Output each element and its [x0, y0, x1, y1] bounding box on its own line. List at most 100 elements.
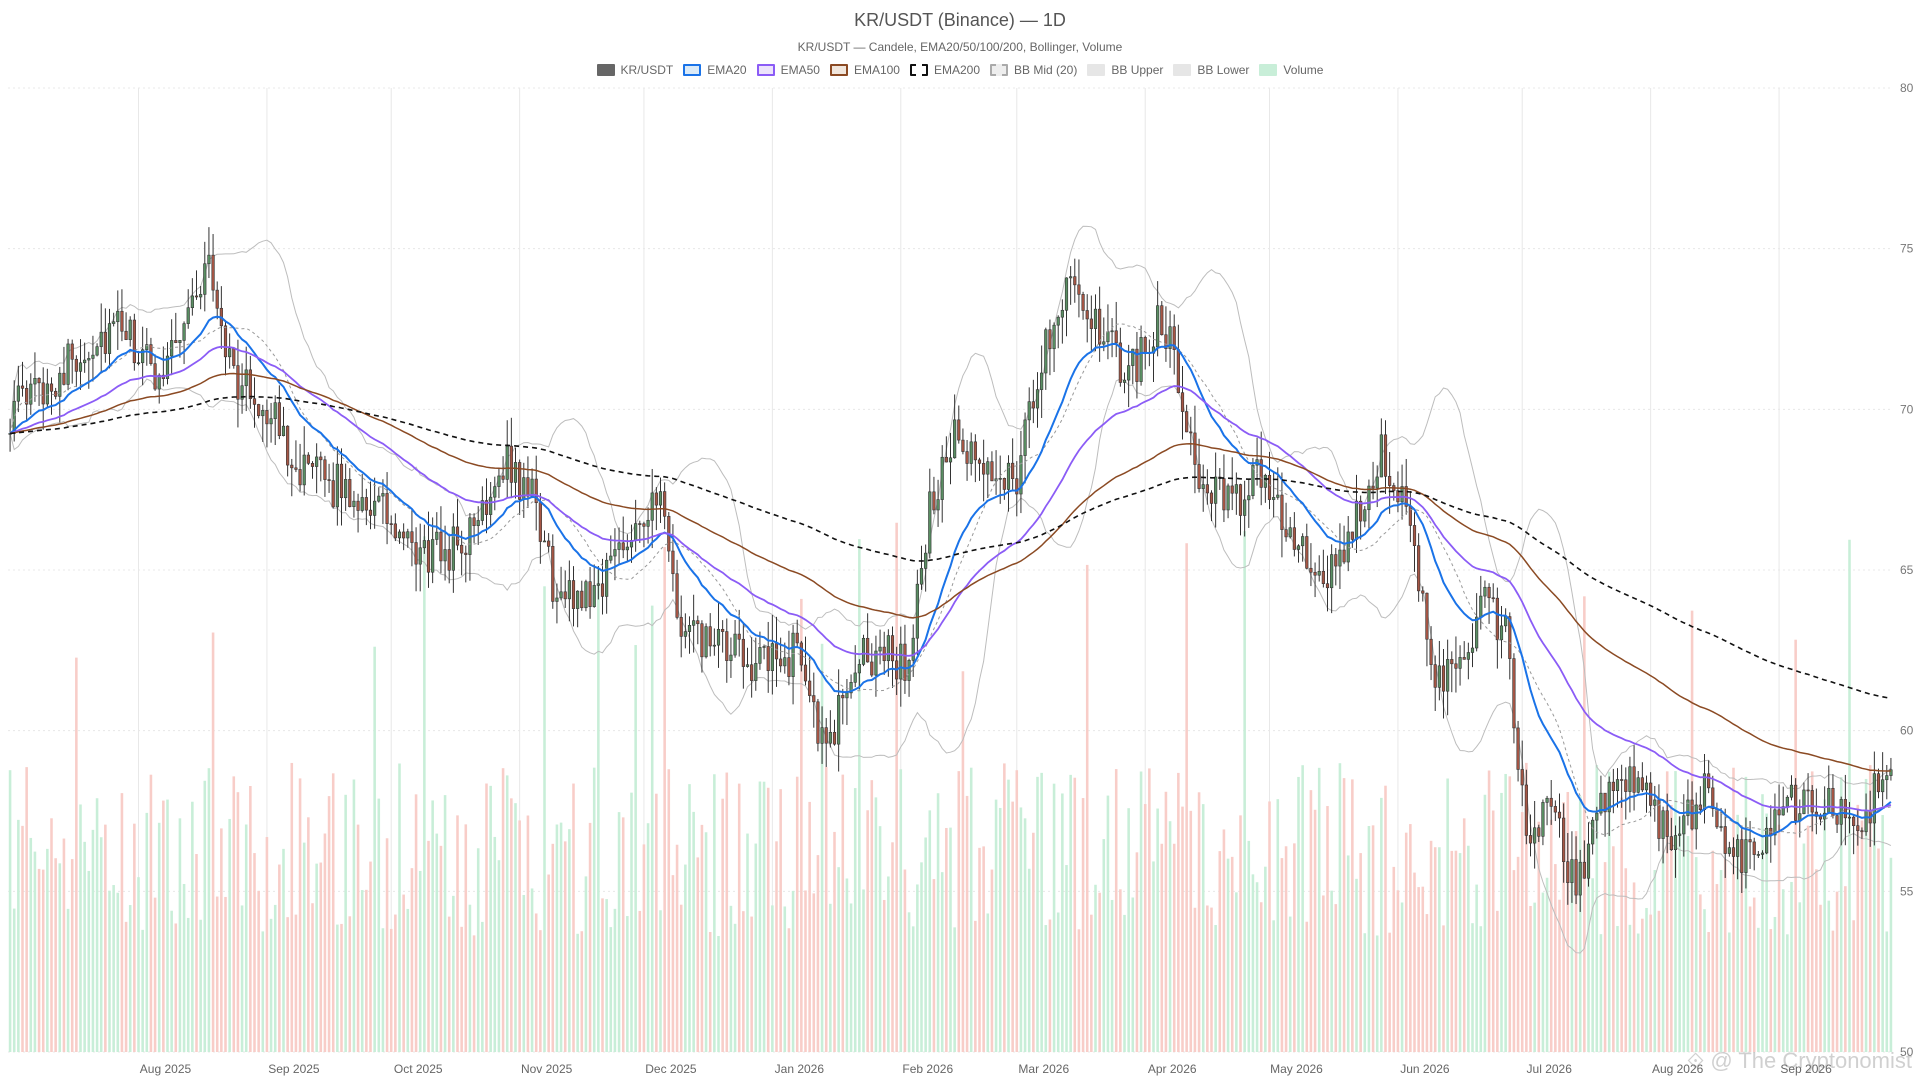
candle[interactable]	[547, 533, 551, 553]
candle[interactable]	[165, 342, 170, 385]
candle[interactable]	[762, 644, 766, 660]
candle[interactable]	[882, 631, 886, 675]
candle[interactable]	[1752, 837, 1756, 871]
candle[interactable]	[248, 355, 252, 409]
candle[interactable]	[1446, 639, 1450, 716]
candle[interactable]	[1773, 793, 1777, 846]
candle[interactable]	[1383, 420, 1388, 495]
candle[interactable]	[16, 365, 20, 413]
candle[interactable]	[132, 313, 136, 371]
candle[interactable]	[1292, 512, 1296, 557]
candle[interactable]	[348, 468, 352, 508]
candle[interactable]	[1516, 720, 1520, 782]
candle[interactable]	[1342, 525, 1346, 565]
candle[interactable]	[1226, 483, 1230, 519]
candle[interactable]	[791, 624, 795, 705]
candle[interactable]	[1843, 774, 1847, 846]
candle[interactable]	[1110, 318, 1114, 358]
candle[interactable]	[1669, 817, 1673, 851]
candle[interactable]	[605, 552, 609, 614]
candle[interactable]	[1085, 294, 1089, 343]
candle[interactable]	[45, 368, 49, 407]
candle[interactable]	[1852, 815, 1856, 855]
candle[interactable]	[352, 490, 356, 518]
candle[interactable]	[273, 395, 277, 446]
candle[interactable]	[124, 312, 128, 341]
candle[interactable]	[484, 478, 489, 534]
candle[interactable]	[567, 560, 571, 622]
candle[interactable]	[451, 513, 455, 593]
candle[interactable]	[1114, 301, 1118, 358]
candle[interactable]	[721, 620, 725, 653]
candle[interactable]	[936, 479, 940, 527]
candle[interactable]	[779, 637, 783, 673]
candle[interactable]	[265, 399, 269, 448]
legend-item-5[interactable]: BB Mid (20)	[990, 63, 1077, 77]
candle[interactable]	[1334, 547, 1338, 586]
candle[interactable]	[1321, 549, 1325, 588]
candle[interactable]	[1093, 294, 1098, 352]
candle[interactable]	[1562, 803, 1566, 883]
candle[interactable]	[501, 456, 505, 484]
candle[interactable]	[1607, 776, 1611, 836]
candle[interactable]	[634, 499, 638, 552]
candle[interactable]	[799, 640, 803, 672]
candle[interactable]	[1214, 452, 1218, 528]
candle[interactable]	[1023, 412, 1027, 484]
candle[interactable]	[41, 367, 45, 430]
legend-item-6[interactable]: BB Upper	[1087, 63, 1163, 77]
candle[interactable]	[402, 523, 406, 551]
candle[interactable]	[1537, 824, 1541, 843]
candle[interactable]	[1549, 780, 1553, 825]
candle[interactable]	[103, 308, 107, 363]
candle[interactable]	[986, 457, 990, 499]
candle[interactable]	[1479, 575, 1483, 630]
candle[interactable]	[1533, 800, 1537, 869]
candle[interactable]	[1661, 806, 1665, 864]
candle[interactable]	[1810, 785, 1814, 832]
candle[interactable]	[1160, 301, 1164, 336]
candle[interactable]	[1508, 612, 1512, 680]
candle[interactable]	[290, 458, 294, 497]
candle[interactable]	[74, 355, 78, 388]
candle[interactable]	[339, 448, 344, 526]
candle[interactable]	[1624, 767, 1628, 820]
candle[interactable]	[1019, 430, 1023, 514]
candle[interactable]	[592, 564, 596, 608]
candle[interactable]	[576, 590, 580, 628]
candle[interactable]	[327, 463, 331, 493]
candle[interactable]	[215, 281, 219, 320]
candle[interactable]	[70, 339, 74, 384]
candle[interactable]	[1582, 840, 1586, 879]
candle[interactable]	[1433, 655, 1437, 711]
candle[interactable]	[1073, 258, 1077, 303]
candle[interactable]	[190, 278, 194, 316]
candle[interactable]	[136, 351, 141, 366]
candle[interactable]	[1557, 793, 1562, 838]
candle[interactable]	[828, 710, 832, 748]
legend-item-0[interactable]: KR/USDT	[596, 63, 673, 77]
candle[interactable]	[414, 527, 418, 592]
candle[interactable]	[1060, 299, 1064, 344]
candle[interactable]	[1404, 458, 1408, 515]
candle[interactable]	[1657, 784, 1661, 852]
candle[interactable]	[1176, 324, 1180, 394]
candle[interactable]	[393, 513, 397, 542]
candle[interactable]	[1466, 642, 1470, 680]
candle[interactable]	[571, 566, 576, 627]
candle[interactable]	[1794, 778, 1798, 825]
candle[interactable]	[530, 468, 534, 499]
candle[interactable]	[1694, 792, 1698, 850]
candle[interactable]	[1201, 464, 1205, 512]
candle[interactable]	[1185, 404, 1189, 433]
candle[interactable]	[870, 643, 874, 678]
candle[interactable]	[1267, 451, 1272, 510]
candle[interactable]	[878, 629, 882, 665]
candle[interactable]	[1454, 636, 1458, 693]
candle[interactable]	[998, 455, 1002, 504]
candle[interactable]	[687, 616, 692, 654]
candle[interactable]	[696, 615, 700, 645]
candle[interactable]	[435, 512, 439, 546]
candle[interactable]	[1412, 512, 1417, 572]
candle[interactable]	[866, 613, 870, 663]
